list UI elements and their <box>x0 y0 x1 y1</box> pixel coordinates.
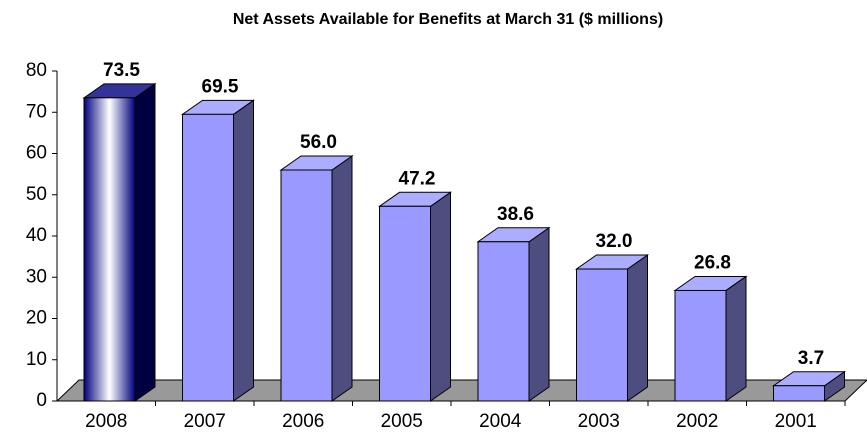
x-tick-label: 2003 <box>578 411 620 432</box>
bar <box>182 113 234 402</box>
x-tick-label: 2008 <box>85 411 127 432</box>
y-tick-label: 70 <box>26 101 47 122</box>
value-label: 73.5 <box>103 60 140 81</box>
y-tick-label: 60 <box>26 143 47 164</box>
y-tick-label: 20 <box>26 308 47 329</box>
bar-side <box>134 82 156 402</box>
bar-side <box>233 99 254 402</box>
bar-side <box>331 155 353 402</box>
y-tick-label: 40 <box>26 225 47 246</box>
bar-side <box>627 254 648 402</box>
value-label: 56.0 <box>300 132 337 153</box>
value-label: 3.7 <box>798 348 824 369</box>
y-tick-label: 50 <box>26 184 47 205</box>
value-label: 47.2 <box>399 168 436 189</box>
bar <box>674 289 727 402</box>
bar <box>773 385 825 402</box>
bar <box>83 97 136 402</box>
value-label: 32.0 <box>596 231 633 252</box>
y-tick-label: 80 <box>26 60 47 81</box>
bar <box>477 241 530 402</box>
y-tick-label: 10 <box>26 349 47 370</box>
x-tick-label: 2001 <box>775 411 817 432</box>
value-label: 69.5 <box>202 76 239 97</box>
y-tick-label: 30 <box>26 266 47 287</box>
bar-side <box>725 275 747 402</box>
chart-title: Net Assets Available for Benefits at Mar… <box>233 11 663 28</box>
bar <box>379 205 431 402</box>
bar <box>280 169 333 402</box>
bar <box>576 268 628 402</box>
bar-side <box>430 191 451 402</box>
bar-side <box>528 226 550 402</box>
value-label: 26.8 <box>694 252 731 273</box>
x-tick-label: 2005 <box>381 411 423 432</box>
x-tick-label: 2007 <box>184 411 226 432</box>
x-tick-label: 2002 <box>676 411 718 432</box>
value-label: 38.6 <box>497 204 534 225</box>
x-tick-label: 2004 <box>479 411 522 432</box>
x-tick-label: 2006 <box>282 411 324 432</box>
y-tick-label: 0 <box>36 390 47 411</box>
